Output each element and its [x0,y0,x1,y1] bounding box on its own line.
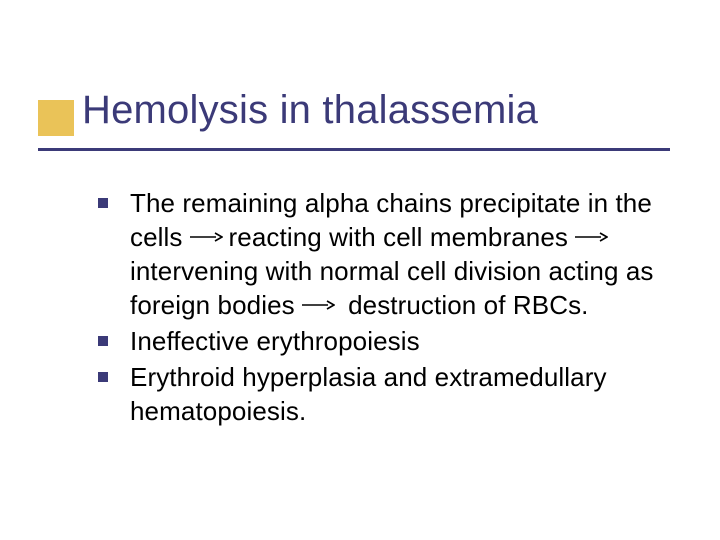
arrow-icon [301,299,335,311]
bullet-square-icon [98,198,108,208]
bullet-square-icon [98,372,108,382]
title-accent-box [38,100,74,136]
bullet-item: Ineffective erythropoiesis [98,324,658,358]
bullet-text: The remaining alpha chains precipitate i… [130,186,658,322]
text-segment: Ineffective erythropoiesis [130,326,420,356]
bullet-item: Erythroid hyperplasia and extramedullary… [98,360,658,428]
slide: { "colors": { "accent": "#eac358", "titl… [0,0,720,540]
slide-title: Hemolysis in thalassemia [82,88,538,133]
text-segment: reacting with cell membranes [229,222,569,252]
arrow-icon [574,231,608,243]
text-segment: Erythroid hyperplasia and extramedullary… [130,362,607,426]
title-underline [38,148,670,151]
bullet-square-icon [98,336,108,346]
slide-body: The remaining alpha chains precipitate i… [98,186,658,430]
bullet-item: The remaining alpha chains precipitate i… [98,186,658,322]
arrow-icon [189,231,223,243]
text-segment: destruction of RBCs. [341,290,589,320]
bullet-text: Erythroid hyperplasia and extramedullary… [130,360,658,428]
bullet-text: Ineffective erythropoiesis [130,324,658,358]
